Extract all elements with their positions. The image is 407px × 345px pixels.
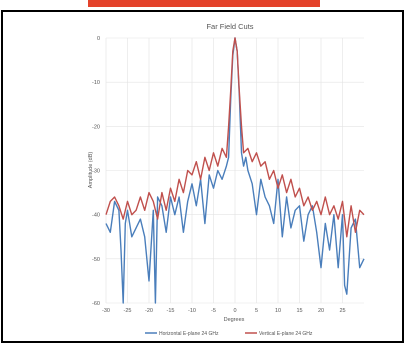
x-axis-label: Degrees	[224, 317, 245, 323]
y-tick-label: -50	[92, 257, 100, 263]
x-axis-ticks: -30 -25 -20 -15 -10 -5 0 5 10 15 20 25	[102, 308, 346, 314]
gridlines	[105, 37, 364, 304]
legend-label: Horizontal E-plane 24 GHz	[159, 331, 219, 337]
series-lines	[105, 37, 365, 304]
x-tick-label: -30	[102, 308, 110, 314]
series-line-vertical	[105, 37, 365, 238]
y-axis-label: Amplitude (dB)	[88, 152, 94, 189]
y-tick-label: 0	[97, 36, 100, 42]
chart-frame	[1, 10, 404, 343]
x-tick-label: -10	[188, 308, 196, 314]
header-accent-bar	[88, 0, 320, 7]
x-tick-label: 15	[296, 308, 302, 314]
legend: Horizontal E-plane 24 GHz Vertical E-plan…	[145, 331, 313, 337]
y-tick-label: -20	[92, 124, 100, 130]
legend-label: Vertical E-plane 24 GHz	[259, 331, 313, 337]
x-tick-label: 5	[255, 308, 258, 314]
x-tick-label: 10	[275, 308, 281, 314]
x-tick-label: -20	[145, 308, 153, 314]
y-tick-label: -60	[92, 301, 100, 307]
x-tick-label: 0	[233, 308, 236, 314]
y-tick-label: -30	[92, 169, 100, 175]
x-tick-label: -5	[211, 308, 216, 314]
x-tick-label: 20	[318, 308, 324, 314]
x-tick-label: 25	[339, 308, 345, 314]
x-tick-label: -25	[124, 308, 132, 314]
y-axis-ticks: 0 -10 -20 -30 -40 -50 -60	[92, 36, 100, 307]
y-tick-label: -40	[92, 213, 100, 219]
x-tick-label: -15	[167, 308, 175, 314]
y-tick-label: -10	[92, 80, 100, 86]
chart-title: Far Field Cuts	[206, 22, 253, 31]
